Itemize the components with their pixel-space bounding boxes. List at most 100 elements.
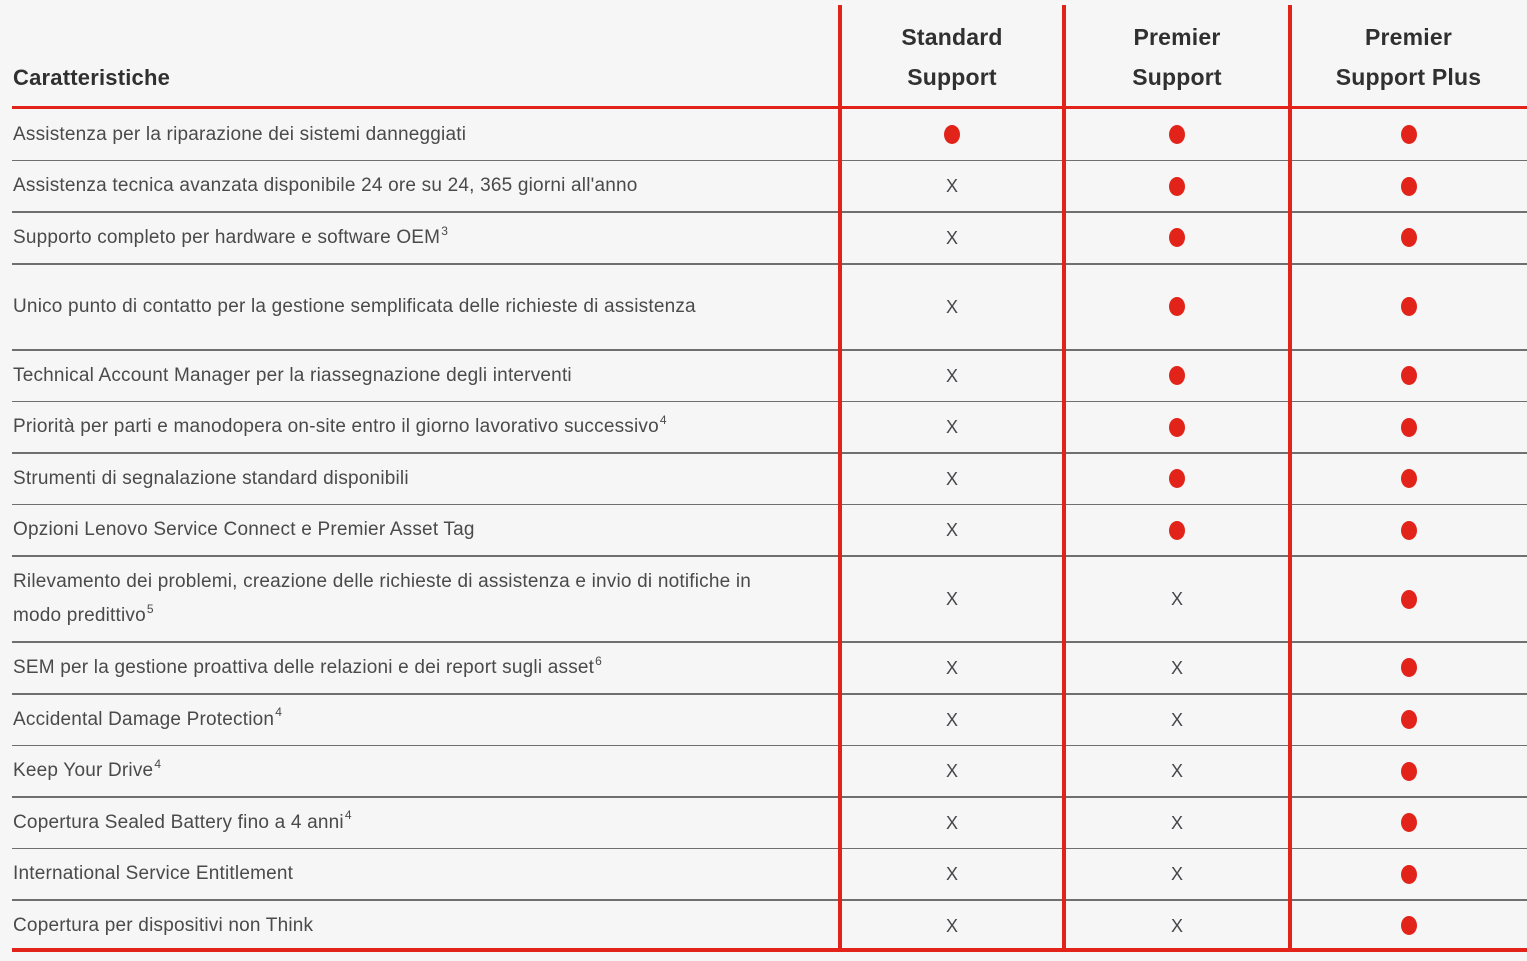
included-dot-icon (1400, 297, 1417, 317)
included-dot-icon (1400, 417, 1417, 437)
not-included-x-mark: X (1170, 709, 1183, 730)
feature-row: Rilevamento dei problemi, creazione dell… (0, 556, 1527, 643)
not-included-x-mark: X (945, 227, 958, 248)
included-dot-icon (1400, 366, 1417, 386)
feature-row: Unico punto di contatto per la gestione … (0, 264, 1527, 351)
feature-label: Strumenti di segnalazione standard dispo… (13, 467, 409, 489)
column-header-line: Standard (901, 23, 1003, 50)
value-cell-included (1064, 212, 1290, 264)
table-bottom-border (12, 948, 1527, 952)
not-included-x-mark: X (945, 657, 958, 678)
value-cell-included (1290, 161, 1527, 213)
feature-row: Assistenza tecnica avanzata disponibile … (0, 161, 1527, 213)
value-cell-included (1290, 401, 1527, 453)
value-cell-included (1290, 797, 1527, 849)
included-dot-icon (1400, 589, 1417, 609)
feature-label: Supporto completo per hardware e softwar… (13, 223, 449, 248)
feature-label: Copertura Sealed Battery fino a 4 anni4 (13, 808, 352, 833)
column-header-line: Premier (1364, 23, 1453, 50)
feature-label: Rilevamento dei problemi, creazione dell… (13, 571, 752, 627)
value-cell-not-included: X (1064, 642, 1290, 694)
value-cell-included (1064, 264, 1290, 350)
included-dot-icon (1169, 297, 1185, 317)
not-included-x-mark: X (945, 417, 958, 438)
value-cell-not-included: X (840, 745, 1064, 797)
feature-label-cell: Strumenti di segnalazione standard dispo… (0, 453, 840, 505)
value-cell-included (1290, 900, 1527, 952)
feature-row: Assistenza per la riparazione dei sistem… (0, 109, 1527, 161)
value-cell-not-included: X (1064, 797, 1290, 849)
value-cell-not-included: X (840, 401, 1064, 453)
included-dot-icon (1400, 864, 1417, 884)
column-header-line: Support (1132, 63, 1222, 90)
included-dot-icon (1400, 916, 1417, 936)
feature-label-cell: SEM per la gestione proattiva delle rela… (0, 642, 840, 694)
not-included-x-mark: X (1170, 761, 1183, 782)
value-cell-not-included: X (840, 264, 1064, 350)
not-included-x-mark: X (945, 520, 958, 541)
feature-label-cell: Copertura per dispositivi non Think (0, 900, 840, 952)
value-cell-not-included: X (840, 161, 1064, 213)
included-dot-icon (1400, 176, 1417, 196)
column-divider (838, 5, 842, 948)
feature-column-header: Caratteristiche (13, 65, 171, 90)
feature-label-cell: Priorità per parti e manodopera on-site … (0, 401, 840, 453)
value-cell-included (1064, 453, 1290, 505)
included-dot-icon (1169, 417, 1185, 437)
feature-row: Accidental Damage Protection4 X X (0, 694, 1527, 746)
header-underline (12, 106, 1527, 109)
not-included-x-mark: X (945, 761, 958, 782)
feature-label-cell: International Service Entitlement (0, 849, 840, 901)
value-cell-included (1064, 109, 1290, 161)
table-header-row: Caratteristiche Standard Support Premier… (0, 0, 1527, 107)
not-included-x-mark: X (945, 296, 958, 317)
column-header-premier-support-plus: Premier Support Plus (1290, 0, 1527, 107)
not-included-x-mark: X (945, 864, 958, 885)
feature-row: Opzioni Lenovo Service Connect e Premier… (0, 505, 1527, 557)
included-dot-icon (1400, 125, 1417, 145)
value-cell-included (1290, 745, 1527, 797)
value-cell-not-included: X (1064, 745, 1290, 797)
feature-label-cell: Accidental Damage Protection4 (0, 694, 840, 746)
feature-label: Opzioni Lenovo Service Connect e Premier… (13, 519, 475, 541)
included-dot-icon (1169, 125, 1185, 145)
footnote-reference: 4 (659, 412, 667, 427)
value-cell-not-included: X (1064, 556, 1290, 642)
value-cell-not-included: X (840, 849, 1064, 901)
feature-label-cell: Keep Your Drive4 (0, 745, 840, 797)
feature-label: Accidental Damage Protection4 (13, 705, 283, 730)
feature-label: Priorità per parti e manodopera on-site … (13, 412, 667, 438)
included-dot-icon (944, 125, 960, 145)
value-cell-included (1064, 401, 1290, 453)
value-cell-included (1290, 556, 1527, 642)
column-header-line: Support Plus (1335, 63, 1482, 90)
feature-label-cell: Unico punto di contatto per la gestione … (0, 264, 840, 350)
value-cell-included (1290, 849, 1527, 901)
column-header-line: Premier (1133, 23, 1221, 50)
feature-label-cell: Assistenza tecnica avanzata disponibile … (0, 161, 840, 213)
feature-label-cell: Technical Account Manager per la riasseg… (0, 350, 840, 402)
column-divider (1288, 5, 1292, 948)
column-header-premier-support: Premier Support (1064, 0, 1290, 107)
value-cell-not-included: X (1064, 849, 1290, 901)
feature-row: Strumenti di segnalazione standard dispo… (0, 453, 1527, 505)
not-included-x-mark: X (945, 709, 958, 730)
feature-label-cell: Rilevamento dei problemi, creazione dell… (0, 556, 840, 642)
footnote-reference: 5 (146, 601, 154, 616)
not-included-x-mark: X (945, 915, 958, 936)
value-cell-not-included: X (840, 453, 1064, 505)
value-cell-not-included: X (1064, 900, 1290, 952)
feature-label: Copertura per dispositivi non Think (13, 914, 314, 936)
included-dot-icon (1400, 469, 1417, 489)
feature-label-cell: Supporto completo per hardware e softwar… (0, 212, 840, 264)
feature-label-cell: Assistenza per la riparazione dei sistem… (0, 109, 840, 161)
not-included-x-mark: X (1170, 657, 1183, 678)
feature-row: Copertura Sealed Battery fino a 4 anni4 X… (0, 797, 1527, 849)
footnote-reference: 6 (595, 653, 603, 668)
value-cell-not-included: X (840, 694, 1064, 746)
included-dot-icon (1400, 813, 1417, 833)
value-cell-included (840, 109, 1064, 161)
value-cell-not-included: X (840, 505, 1064, 557)
feature-label: International Service Entitlement (13, 863, 294, 885)
